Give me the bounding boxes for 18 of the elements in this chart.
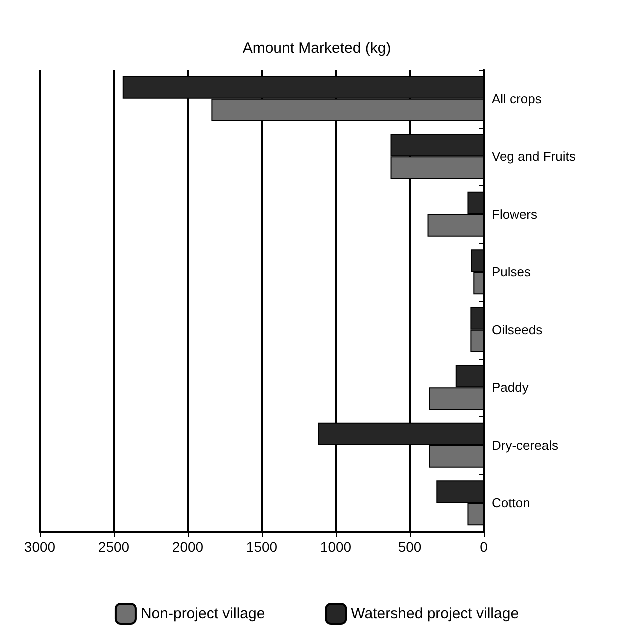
x-tick-label: 1000 bbox=[320, 539, 352, 555]
y-tick-label: Pulses bbox=[492, 264, 532, 280]
y-tick-label: All crops bbox=[492, 91, 542, 106]
x-tick-label: 3000 bbox=[24, 539, 56, 555]
x-tick-label: 1500 bbox=[246, 539, 278, 555]
x-tick-label: 0 bbox=[480, 539, 488, 555]
x-tick-label: 500 bbox=[398, 539, 422, 555]
y-tick-label: Flowers bbox=[492, 206, 538, 222]
y-tick-label: Dry-cereals bbox=[492, 438, 559, 453]
x-tick-label: 2000 bbox=[172, 539, 204, 555]
x-axis-title: Amount Marketed (kg) bbox=[242, 40, 392, 57]
y-tick-label: Oilseeds bbox=[492, 322, 544, 338]
x-tick-label: 2500 bbox=[98, 539, 130, 555]
y-tick-label: Veg and Fruits bbox=[492, 149, 576, 164]
legend-label: Non-project village bbox=[140, 606, 266, 622]
y-tick-label: Cotton bbox=[492, 496, 530, 511]
y-tick-label: Paddy bbox=[492, 380, 530, 396]
legend-label: Watershed project village bbox=[351, 606, 520, 622]
